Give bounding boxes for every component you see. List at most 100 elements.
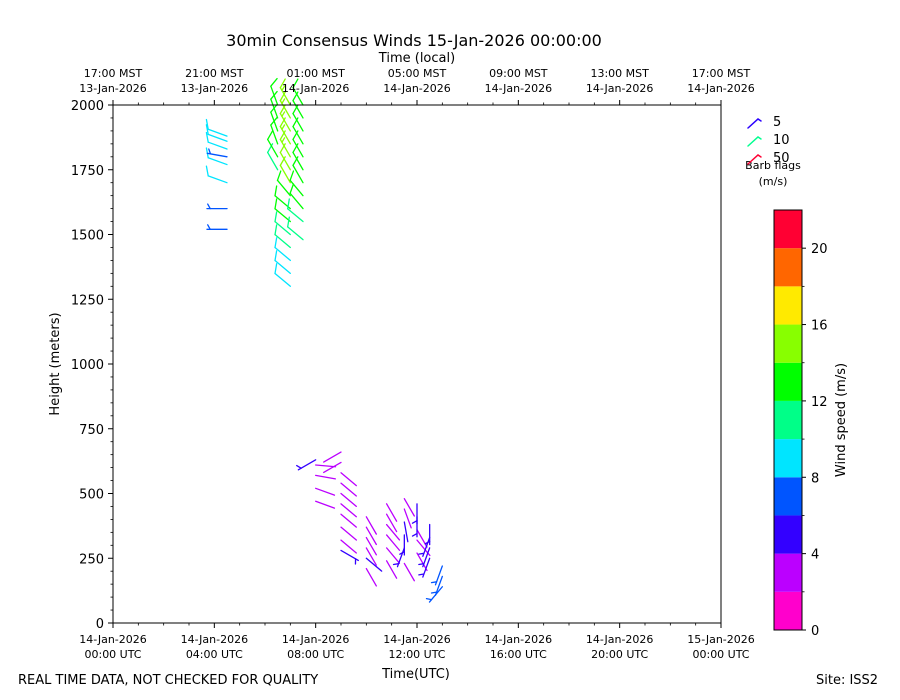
- barb-flag-half: [208, 148, 212, 155]
- colorbar-tick-label: 20: [811, 242, 828, 257]
- barb-flag-half: [411, 520, 418, 524]
- x-tick-label-time: 04:00 UTC: [186, 648, 243, 661]
- x-axis-label: Time(UTC): [381, 667, 450, 682]
- barb-shaft: [323, 451, 342, 463]
- colorbar-bin: [774, 515, 802, 554]
- barb-shaft: [292, 164, 304, 184]
- barb-flag-full: [279, 130, 286, 141]
- wind-barb: [430, 565, 443, 586]
- wind-barb: [289, 183, 304, 210]
- barb-shaft: [315, 500, 336, 509]
- x-tick-label-time: 12:00 UTC: [388, 648, 445, 661]
- barb-flag-half: [354, 558, 357, 565]
- barb-flag-full: [205, 118, 209, 130]
- barb-shaft: [274, 259, 291, 275]
- barb-shaft: [289, 179, 304, 197]
- barb-shaft: [292, 99, 304, 119]
- barb-flag-full: [205, 165, 209, 177]
- barb-flag-full: [274, 211, 278, 223]
- x-tick-label-time: 00:00 UTC: [692, 648, 749, 661]
- wind-barb: [315, 487, 336, 496]
- barb-flag-half: [399, 551, 405, 555]
- barb-flag-full: [279, 104, 286, 115]
- wind-barb: [292, 156, 304, 184]
- legend-entry: 50: [747, 151, 790, 166]
- legend-units: (m/s): [759, 175, 788, 188]
- wind-barb: [392, 547, 405, 568]
- barb-shaft: [292, 138, 304, 158]
- top-tick-label-time: 17:00 MST: [84, 67, 143, 80]
- wind-barb: [340, 503, 357, 518]
- barb-shaft: [274, 233, 291, 249]
- x-tick-label-time: 20:00 UTC: [591, 648, 648, 661]
- top-tick-label-time: 05:00 MST: [388, 67, 447, 80]
- wind-barb: [399, 534, 405, 556]
- top-tick-label-date: 14-Jan-2026: [687, 82, 755, 95]
- barb-shaft: [385, 547, 401, 564]
- colorbar-bin: [774, 591, 802, 630]
- y-tick-label: 250: [79, 552, 104, 567]
- wind-barb: [385, 560, 398, 579]
- colorbar-bin: [774, 324, 802, 363]
- wind-barb: [279, 78, 291, 106]
- wind-barb: [289, 170, 304, 197]
- wind-barb: [315, 474, 337, 480]
- barb-shaft: [385, 503, 398, 522]
- y-tick-label: 1000: [71, 358, 104, 373]
- wind-barb: [418, 536, 431, 557]
- top-axis-label: Time (local): [378, 51, 455, 66]
- colorbar-tick-label: 16: [811, 319, 828, 334]
- barb-shaft: [279, 164, 291, 184]
- barb-flag-full: [292, 156, 299, 167]
- colorbar-bin: [774, 553, 802, 592]
- wind-barb: [323, 461, 342, 474]
- wind-barb: [206, 224, 228, 230]
- barb-shaft: [207, 141, 228, 150]
- wind-barb: [323, 451, 342, 463]
- barb-shaft: [292, 87, 304, 106]
- barb-shaft: [340, 503, 357, 518]
- wind-barb: [274, 198, 291, 223]
- x-tick-label-time: 16:00 UTC: [490, 648, 547, 661]
- wind-barb: [430, 575, 443, 596]
- y-tick-label: 0: [96, 617, 104, 632]
- barb-shaft: [365, 557, 383, 572]
- barb-flag-full: [274, 237, 278, 249]
- wind-barb: [385, 534, 401, 551]
- barb-flag-half: [281, 111, 286, 118]
- wind-barb: [403, 521, 409, 543]
- y-tick-label: 500: [79, 488, 104, 503]
- barb-shaft: [267, 138, 279, 158]
- barb-shaft: [279, 151, 291, 171]
- barb-shaft: [323, 461, 342, 474]
- barb-flag-full: [267, 143, 274, 154]
- top-tick-label-date: 14-Jan-2026: [282, 82, 350, 95]
- colorbar-tick-label: 0: [811, 624, 819, 639]
- x-tick-label-date: 14-Jan-2026: [181, 633, 249, 646]
- legend-title: Barb flags: [745, 159, 801, 172]
- wind-barb: [418, 557, 431, 578]
- x-tick-label-date: 14-Jan-2026: [79, 633, 147, 646]
- wind-barb: [416, 529, 428, 548]
- barb-shaft: [207, 175, 228, 184]
- wind-barb: [365, 557, 383, 572]
- barb-shaft: [270, 85, 279, 106]
- top-tick-label-time: 09:00 MST: [489, 67, 548, 80]
- top-tick-label-date: 13-Jan-2026: [181, 82, 249, 95]
- top-tick-label-time: 21:00 MST: [185, 67, 244, 80]
- wind-barb: [385, 547, 401, 564]
- wind-barb: [365, 516, 377, 535]
- wind-barb: [206, 148, 228, 158]
- barb-flag-full: [292, 104, 299, 115]
- legend-barb-symbol: [747, 136, 762, 147]
- top-tick-label-date: 14-Jan-2026: [383, 82, 451, 95]
- barb-shaft: [403, 562, 415, 582]
- barb-shaft: [385, 513, 398, 533]
- barb-flag-full: [292, 78, 299, 89]
- wind-barb: [416, 552, 428, 572]
- y-tick-label: 750: [79, 423, 104, 438]
- barb-flag-full: [205, 124, 209, 136]
- barb-flag-half: [411, 532, 418, 537]
- wind-barb: [315, 500, 336, 509]
- barb-shaft: [315, 464, 337, 468]
